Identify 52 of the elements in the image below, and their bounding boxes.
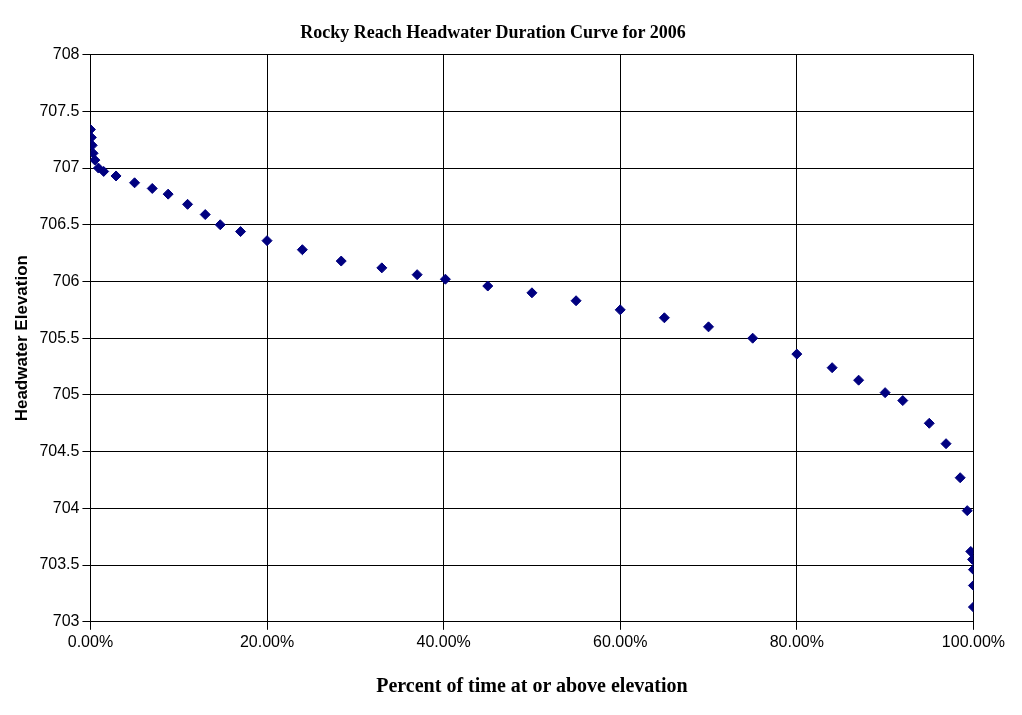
x-axis-title: Percent of time at or above elevation: [376, 674, 688, 697]
point: [110, 170, 122, 182]
x-tick-label: 60.00%: [593, 632, 648, 650]
point: [897, 395, 909, 407]
point: [98, 165, 110, 177]
x-tick-label: 40.00%: [416, 632, 471, 650]
y-tick-label: 704.5: [39, 442, 80, 460]
point: [703, 321, 715, 333]
y-tick-label: 707.5: [39, 101, 80, 119]
point: [482, 280, 494, 292]
point: [570, 295, 582, 307]
y-tick-label: 704: [52, 498, 80, 516]
point: [879, 387, 891, 399]
y-tick-label: 707: [52, 158, 80, 176]
point: [296, 244, 308, 256]
point: [747, 332, 759, 344]
point: [214, 219, 226, 231]
point: [376, 262, 388, 274]
point: [853, 374, 865, 386]
y-tick-label: 703.5: [39, 555, 80, 573]
point: [658, 312, 670, 324]
point: [199, 209, 211, 221]
x-tick-label: 20.00%: [239, 632, 295, 650]
point: [923, 417, 935, 429]
point: [961, 505, 973, 517]
y-tick-label: 706.5: [39, 215, 80, 233]
point: [182, 198, 194, 210]
point: [791, 348, 803, 360]
point: [129, 177, 141, 189]
y-tick-label: 705: [52, 385, 80, 403]
point: [162, 188, 174, 200]
x-tick-label: 0.00%: [67, 632, 114, 650]
point: [235, 226, 247, 238]
point: [411, 269, 423, 281]
point: [146, 182, 158, 194]
chart-title: Rocky Reach Headwater Duration Curve for 2006: [300, 22, 686, 43]
point: [90, 154, 101, 166]
point: [954, 472, 966, 484]
point: [940, 438, 952, 450]
point: [614, 304, 626, 316]
y-axis-title: Headwater Elevation: [11, 255, 31, 422]
y-tick-label: 703: [52, 612, 80, 630]
y-tick-label: 705.5: [39, 328, 80, 346]
point: [439, 273, 451, 285]
y-tick-label: 708: [52, 45, 80, 63]
y-tick-label: 706: [52, 271, 80, 289]
point: [261, 235, 273, 247]
x-tick-label: 80.00%: [769, 632, 824, 650]
point: [526, 287, 538, 299]
x-tick-label: 100.00%: [941, 632, 1005, 650]
point: [335, 255, 347, 267]
point: [826, 362, 838, 374]
